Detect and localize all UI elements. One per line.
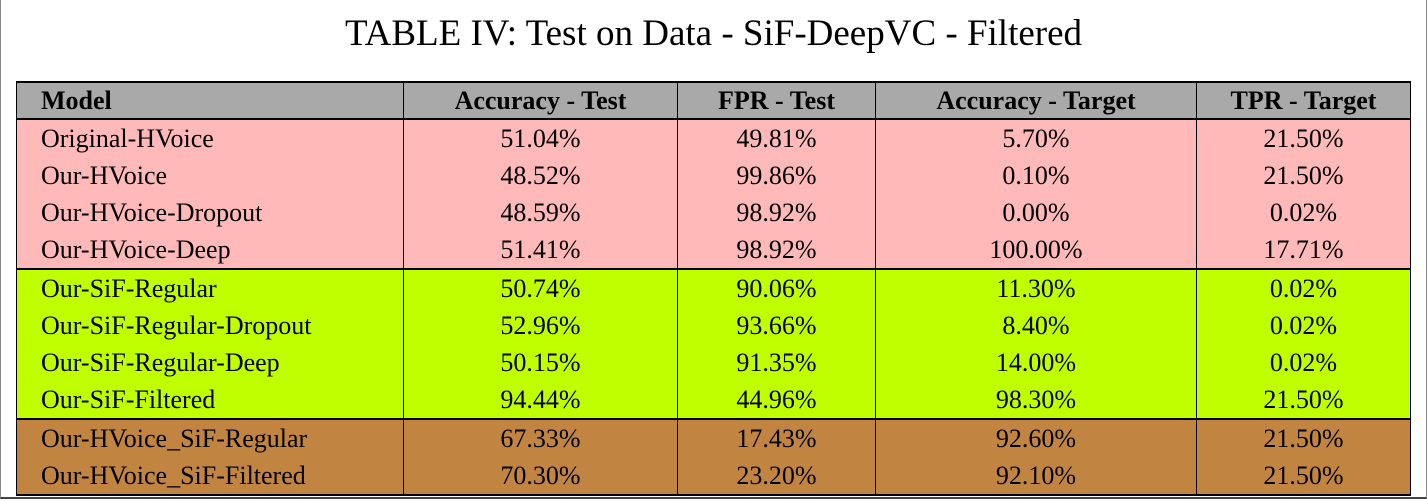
cell-accuracy-target: 14.00%: [875, 344, 1197, 381]
cell-fpr-test: 98.92%: [677, 231, 876, 269]
table-row: Our-HVoice-Dropout 48.59% 98.92% 0.00% 0.02%: [16, 194, 1411, 231]
cell-accuracy-test: 50.15%: [403, 344, 678, 381]
cell-fpr-test: 99.86%: [677, 157, 876, 194]
cell-fpr-test: 93.66%: [677, 307, 876, 344]
cell-tpr-target: 21.50%: [1196, 381, 1411, 419]
table-row: Our-SiF-Regular 50.74% 90.06% 11.30% 0.02%: [16, 268, 1411, 307]
cell-accuracy-target: 5.70%: [875, 118, 1197, 157]
cell-accuracy-test: 70.30%: [403, 457, 678, 496]
cell-model: Our-SiF-Regular-Dropout: [16, 307, 404, 344]
cell-accuracy-test: 48.59%: [403, 194, 678, 231]
cell-fpr-test: 90.06%: [677, 268, 876, 307]
cell-tpr-target: 21.50%: [1196, 157, 1411, 194]
column-header-accuracy-test: Accuracy - Test: [403, 81, 678, 120]
table-caption: TABLE IV: Test on Data - SiF-DeepVC - Fi…: [344, 13, 1083, 54]
table-row: Our-HVoice 48.52% 99.86% 0.10% 21.50%: [16, 157, 1411, 194]
cell-accuracy-target: 100.00%: [875, 231, 1197, 269]
table-row: Our-HVoice_SiF-Regular 67.33% 17.43% 92.60%…: [16, 418, 1411, 457]
cell-accuracy-test: 51.41%: [403, 231, 678, 269]
table-row: Our-SiF-Filtered 94.44% 44.96% 98.30% 21.50%: [16, 381, 1411, 419]
table-row: Our-HVoice_SiF-Filtered 70.30% 23.20% 92.10…: [16, 457, 1411, 496]
cell-tpr-target: 0.02%: [1196, 268, 1411, 307]
cell-accuracy-target: 92.60%: [875, 418, 1197, 457]
table-row: Our-SiF-Regular-Deep 50.15% 91.35% 14.00% 0.…: [16, 344, 1411, 381]
cell-fpr-test: 17.43%: [677, 418, 876, 457]
table-body: Original-HVoice 51.04% 49.81% 5.70% 21.50% Ou…: [16, 118, 1411, 496]
cell-accuracy-target: 0.00%: [875, 194, 1197, 231]
results-table: Model Accuracy - Test FPR - Test Accurac…: [16, 81, 1411, 496]
cell-accuracy-target: 8.40%: [875, 307, 1197, 344]
cell-model: Our-HVoice-Dropout: [16, 194, 404, 231]
column-header-fpr-test: FPR - Test: [677, 81, 876, 120]
cell-tpr-target: 21.50%: [1196, 418, 1411, 457]
column-header-tpr-target: TPR - Target: [1196, 81, 1411, 120]
cell-model: Our-SiF-Filtered: [16, 381, 404, 419]
cell-accuracy-target: 0.10%: [875, 157, 1197, 194]
cell-tpr-target: 21.50%: [1196, 118, 1411, 157]
cell-accuracy-test: 94.44%: [403, 381, 678, 419]
cell-tpr-target: 0.02%: [1196, 194, 1411, 231]
cell-accuracy-test: 48.52%: [403, 157, 678, 194]
cell-fpr-test: 44.96%: [677, 381, 876, 419]
cell-model: Our-HVoice-Deep: [16, 231, 404, 269]
column-header-accuracy-target: Accuracy - Target: [875, 81, 1197, 120]
cell-tpr-target: 0.02%: [1196, 307, 1411, 344]
cell-model: Original-HVoice: [16, 118, 404, 157]
cell-accuracy-test: 51.04%: [403, 118, 678, 157]
table-row: Original-HVoice 51.04% 49.81% 5.70% 21.50%: [16, 118, 1411, 157]
cell-model: Our-SiF-Regular: [16, 268, 404, 307]
cell-accuracy-test: 52.96%: [403, 307, 678, 344]
cell-accuracy-target: 92.10%: [875, 457, 1197, 496]
cell-model: Our-HVoice: [16, 157, 404, 194]
cell-accuracy-test: 50.74%: [403, 268, 678, 307]
cell-fpr-test: 49.81%: [677, 118, 876, 157]
cell-fpr-test: 98.92%: [677, 194, 876, 231]
table-row: Our-SiF-Regular-Dropout 52.96% 93.66% 8.40%…: [16, 307, 1411, 344]
cell-tpr-target: 17.71%: [1196, 231, 1411, 269]
cell-accuracy-test: 67.33%: [403, 418, 678, 457]
cell-tpr-target: 0.02%: [1196, 344, 1411, 381]
cell-fpr-test: 23.20%: [677, 457, 876, 496]
cell-accuracy-target: 11.30%: [875, 268, 1197, 307]
cell-model: Our-HVoice_SiF-Filtered: [16, 457, 404, 496]
column-header-model: Model: [16, 81, 404, 120]
table-row: Our-HVoice-Deep 51.41% 98.92% 100.00% 17.71%: [16, 231, 1411, 269]
cell-tpr-target: 21.50%: [1196, 457, 1411, 496]
cell-model: Our-SiF-Regular-Deep: [16, 344, 404, 381]
header-row: Model Accuracy - Test FPR - Test Accurac…: [16, 81, 1411, 120]
cell-accuracy-target: 98.30%: [875, 381, 1197, 419]
cell-fpr-test: 91.35%: [677, 344, 876, 381]
cell-model: Our-HVoice_SiF-Regular: [16, 418, 404, 457]
